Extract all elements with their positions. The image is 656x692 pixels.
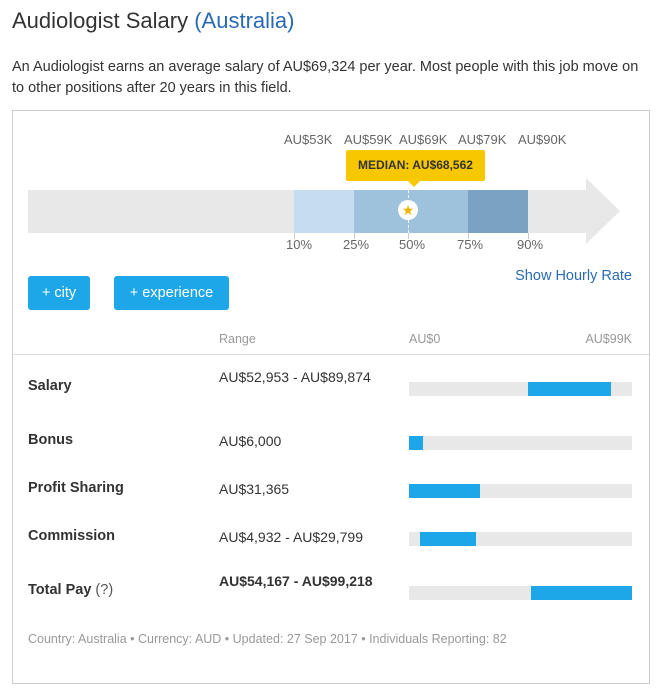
page-title: Audiologist Salary (Australia)	[12, 8, 294, 34]
percentile-label-75: 75%	[457, 237, 484, 252]
row-range: AU$52,953 - AU$89,874	[219, 369, 371, 385]
pay-bar-track	[409, 532, 632, 546]
row-range: AU$4,932 - AU$29,799	[219, 529, 363, 545]
tick-75	[468, 233, 469, 239]
range-header: Range	[219, 332, 256, 346]
page-title-text: Audiologist Salary	[12, 8, 189, 33]
percentile-labels: 10% 25% 50% 75% 90%	[0, 237, 656, 255]
percentile-label-10: 10%	[286, 237, 313, 252]
country-link[interactable]: (Australia)	[194, 8, 295, 33]
scale-max-label: AU$99K	[585, 332, 632, 346]
footer-meta: Country: Australia • Currency: AUD • Upd…	[28, 632, 507, 646]
row-label: Commission	[28, 528, 116, 544]
row-label: Total Pay (?)	[28, 582, 114, 598]
percentile-value-10: AU$53K	[284, 132, 333, 147]
add-city-button[interactable]: + city	[28, 276, 90, 310]
percentile-label-25: 25%	[343, 237, 370, 252]
row-label: Profit Sharing	[28, 480, 124, 496]
show-hourly-rate-link[interactable]: Show Hourly Rate	[515, 268, 632, 284]
pay-bar-fill	[420, 532, 476, 546]
tick-25	[354, 233, 355, 239]
tick-10	[294, 233, 295, 239]
percentile-label-50: 50%	[399, 237, 426, 252]
row-range: AU$6,000	[219, 433, 282, 449]
median-callout: MEDIAN: AU$68,562	[346, 150, 485, 187]
pay-bar-fill	[528, 382, 611, 396]
row-label: Bonus	[28, 432, 74, 448]
pay-bar-track	[409, 484, 632, 498]
percentile-value-25: AU$59K	[344, 132, 393, 147]
percentile-value-75: AU$79K	[458, 132, 507, 147]
percentile-value-50: AU$69K	[399, 132, 448, 147]
pay-bar-fill	[531, 586, 632, 600]
scale-min-label: AU$0	[409, 332, 441, 346]
tick-50	[408, 233, 409, 239]
row-range: AU$54,167 - AU$99,218	[219, 573, 373, 589]
intro-text: An Audiologist earns an average salary o…	[12, 59, 639, 96]
distribution-arrow-head	[586, 178, 620, 244]
pay-bar-track	[409, 586, 632, 600]
help-icon[interactable]: (?)	[95, 582, 114, 598]
percentile-value-90: AU$90K	[518, 132, 567, 147]
pay-bar-track	[409, 382, 632, 396]
pay-bar-fill	[409, 436, 423, 450]
tick-90	[528, 233, 529, 239]
band-75-90	[468, 190, 528, 233]
row-range: AU$31,365	[219, 481, 290, 497]
pay-bar-fill	[409, 484, 480, 498]
percentile-label-90: 90%	[517, 237, 544, 252]
table-divider	[13, 354, 649, 355]
add-experience-button[interactable]: + experience	[114, 276, 229, 310]
pay-bar-track	[409, 436, 632, 450]
star-icon: ★	[398, 200, 418, 220]
band-10-25	[294, 190, 354, 233]
percentile-values: AU$53K AU$59K AU$69K AU$79K AU$90K	[0, 132, 656, 150]
row-label: Salary	[28, 378, 72, 394]
